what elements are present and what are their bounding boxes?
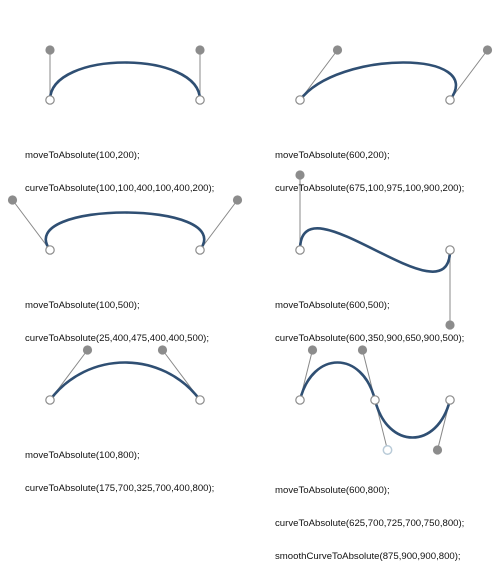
anchor-point: [45, 245, 55, 255]
anchor-point: [445, 95, 455, 105]
panel-2-diagram: [295, 45, 493, 105]
code-line: smoothCurveToAbsolute(875,900,900,800);: [275, 551, 461, 562]
bezier-curve: [44, 211, 206, 252]
panel-3-diagram: [7, 195, 243, 255]
panel-6-diagram: [295, 345, 455, 455]
control-handle-line: [199, 199, 238, 251]
anchor-point: [295, 395, 305, 405]
panel-1-diagram: [45, 45, 205, 105]
code-line: moveToAbsolute(100,200);: [25, 150, 140, 161]
control-point: [445, 320, 455, 330]
control-point: [45, 45, 55, 55]
control-point: [295, 170, 305, 180]
bezier-curve: [48, 61, 202, 102]
control-handle-line: [12, 199, 51, 251]
control-point: [482, 45, 493, 55]
control-point: [432, 445, 443, 455]
code-line: moveToAbsolute(600,200);: [275, 150, 390, 161]
panel-1-code: moveToAbsolute(100,200); curveToAbsolute…: [25, 128, 214, 205]
code-line: moveToAbsolute(600,500);: [275, 300, 390, 311]
code-line: moveToAbsolute(100,500);: [25, 300, 140, 311]
anchor-point: [370, 395, 380, 405]
code-line: curveToAbsolute(600,350,900,650,900,500)…: [275, 333, 465, 344]
anchor-point: [295, 245, 305, 255]
code-line: moveToAbsolute(600,800);: [275, 485, 390, 496]
code-line: curveToAbsolute(25,400,475,400,400,500);: [25, 333, 210, 344]
bezier-curve: [48, 361, 202, 402]
control-point: [232, 195, 243, 205]
control-point: [195, 45, 205, 55]
panel-5-code: moveToAbsolute(100,800); curveToAbsolute…: [25, 428, 214, 505]
panel-5-diagram: [45, 345, 205, 405]
panel-6-code: moveToAbsolute(600,800); curveToAbsolute…: [275, 463, 464, 573]
anchor-point: [445, 395, 455, 405]
control-handle-line: [449, 49, 488, 101]
control-point: [157, 345, 168, 355]
panel-2-code: moveToAbsolute(600,200); curveToAbsolute…: [275, 128, 464, 205]
code-line: curveToAbsolute(175,700,325,700,400,800)…: [25, 483, 215, 494]
anchor-point: [45, 395, 55, 405]
reflected-control-point: [382, 445, 393, 455]
control-point: [332, 45, 343, 55]
anchor-point: [45, 95, 55, 105]
anchor-point: [195, 395, 205, 405]
code-line: curveToAbsolute(675,100,975,100,900,200)…: [275, 183, 465, 194]
bezier-curve: [298, 227, 452, 273]
anchor-point: [295, 95, 305, 105]
bezier-diagram: [7, 45, 493, 455]
control-point: [307, 345, 318, 355]
anchor-point: [445, 245, 455, 255]
code-line: curveToAbsolute(625,700,725,700,750,800)…: [275, 518, 465, 529]
control-point: [357, 345, 368, 355]
code-line: moveToAbsolute(100,800);: [25, 450, 140, 461]
panel-4-code: moveToAbsolute(600,500); curveToAbsolute…: [275, 278, 464, 355]
anchor-point: [195, 245, 205, 255]
bezier-curve: [298, 61, 458, 102]
code-line: curveToAbsolute(100,100,400,100,400,200)…: [25, 183, 215, 194]
control-point: [82, 345, 93, 355]
panel-4-diagram: [295, 170, 455, 330]
panel-3-code: moveToAbsolute(100,500); curveToAbsolute…: [25, 278, 209, 355]
control-point: [7, 195, 18, 205]
anchor-point: [195, 95, 205, 105]
